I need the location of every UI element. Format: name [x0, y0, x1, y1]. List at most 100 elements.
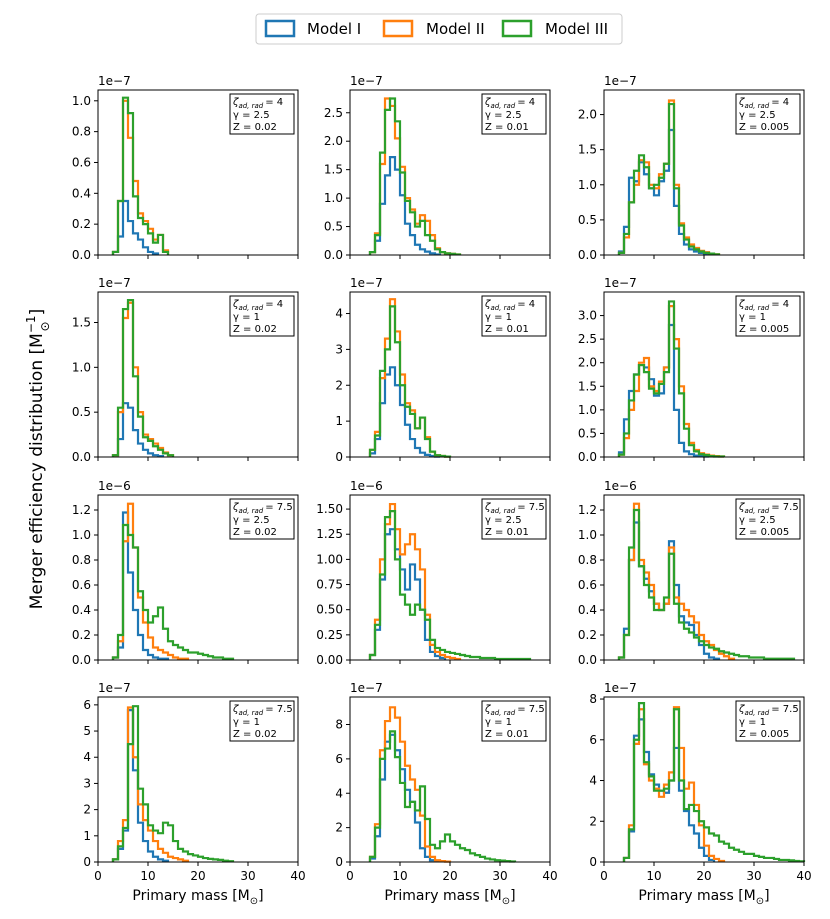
annotation-zeta-value: = 4 — [771, 299, 789, 310]
x-tick-label: 30 — [492, 869, 507, 883]
annotation-zeta-sub: ad, rad — [744, 507, 769, 515]
y-tick-label: 3 — [83, 776, 91, 790]
annotation-zeta-value: = 4 — [265, 97, 283, 108]
x-tick-label: 0 — [600, 869, 608, 883]
series-line-model-3 — [368, 730, 517, 863]
x-tick-label: 20 — [190, 869, 205, 883]
annotation-box: ζad, rad = 4γ = 1Z = 0.02 — [229, 295, 295, 337]
x-tick-label: 10 — [140, 869, 155, 883]
y-axis-label-unit-sup: −1 — [24, 315, 38, 333]
y-tick-label: 6 — [589, 733, 597, 747]
annotation-box: ζad, rad = 7.5γ = 2.5Z = 0.02 — [229, 498, 295, 540]
y-tick-label: 1.5 — [72, 315, 91, 329]
y-tick-label: 0.4 — [72, 186, 91, 200]
axis-multiplier: 1e−7 — [98, 74, 131, 88]
annotation-zeta-sub: ad, rad — [490, 304, 515, 312]
annotation-zeta-symbol: ζ — [738, 97, 745, 108]
annotation-metallicity: Z = 0.005 — [739, 324, 789, 335]
annotation-frame — [481, 700, 547, 742]
y-tick-label: 0 — [83, 855, 91, 869]
y-tick-label: 1.00 — [316, 552, 343, 566]
legend-label-model-3: Model III — [545, 20, 608, 38]
annotation-box: ζad, rad = 7.5γ = 1Z = 0.005 — [735, 700, 801, 742]
x-tick-label: 10 — [392, 869, 407, 883]
axis-multiplier: 1e−7 — [98, 276, 131, 290]
y-tick-label: 0 — [589, 855, 597, 869]
annotation-gamma: γ = 1 — [233, 717, 260, 728]
x-tick-label: 20 — [442, 869, 457, 883]
x-tick-label: 0 — [94, 869, 102, 883]
x-tick-label: 40 — [290, 869, 305, 883]
annotation-zeta-sub: ad, rad — [238, 507, 263, 515]
annotation-zeta: ζad, rad = 4 — [484, 299, 535, 312]
legend-label-model-1: Model I — [307, 20, 361, 38]
annotation-metallicity: Z = 0.02 — [233, 324, 277, 335]
x-axis-label-main: Primary mass [M — [132, 888, 249, 904]
legend-entry-model-3: Model III — [501, 19, 608, 38]
series-line-model-3 — [368, 97, 462, 256]
annotation-zeta-symbol: ζ — [232, 97, 239, 108]
annotation-zeta-sub: ad, rad — [744, 102, 769, 110]
x-axis-label-sub: ⊙ — [756, 896, 764, 907]
annotation-metallicity: Z = 0.005 — [739, 527, 789, 538]
legend-entry-model-2: Model II — [382, 19, 485, 38]
annotation-box: ζad, rad = 4γ = 2.5Z = 0.02 — [229, 93, 295, 135]
y-tick-label: 1.2 — [578, 503, 597, 517]
annotation-zeta: ζad, rad = 7.5 — [232, 704, 293, 717]
y-tick-label: 0.00 — [316, 653, 343, 667]
y-tick-label: 6 — [83, 698, 91, 712]
y-tick-label: 8 — [335, 718, 343, 732]
axis-multiplier: 1e−6 — [98, 479, 131, 493]
y-tick-label: 1.5 — [578, 379, 597, 393]
y-tick-label: 0.2 — [72, 217, 91, 231]
annotation-metallicity: Z = 0.02 — [233, 729, 277, 740]
series-line-model-3 — [111, 96, 170, 255]
annotation-frame — [229, 700, 295, 742]
annotation-gamma: γ = 2.5 — [233, 515, 270, 526]
series-line-model-3 — [617, 300, 726, 458]
y-tick-label: 0.2 — [578, 628, 597, 642]
y-axis-label: Merger efficiency distribution [M−1⊙] — [24, 309, 52, 609]
annotation-box: ζad, rad = 7.5γ = 1Z = 0.02 — [229, 700, 295, 742]
y-tick-label: 5 — [83, 724, 91, 738]
y-tick-label: 0.8 — [578, 553, 597, 567]
y-tick-label: 0.0 — [578, 450, 597, 464]
y-tick-label: 0.4 — [72, 603, 91, 617]
x-tick-label: 40 — [542, 869, 557, 883]
y-tick-label: 2.5 — [578, 332, 597, 346]
y-tick-label: 0.8 — [72, 125, 91, 139]
y-tick-label: 2 — [335, 378, 343, 392]
annotation-zeta: ζad, rad = 4 — [484, 97, 535, 110]
annotation-metallicity: Z = 0.01 — [485, 729, 529, 740]
x-tick-label: 30 — [240, 869, 255, 883]
y-tick-label: 0.2 — [72, 628, 91, 642]
series-line-model-3 — [368, 305, 452, 458]
annotation-metallicity: Z = 0.005 — [739, 729, 789, 740]
x-axis-label-main: Primary mass [M — [384, 888, 501, 904]
axis-multiplier: 1e−7 — [98, 681, 131, 695]
y-tick-label: 0 — [335, 855, 343, 869]
series-line-model-2 — [368, 706, 452, 863]
series-line-model-2 — [111, 99, 170, 255]
y-axis-label-unit-sub: ⊙ — [38, 321, 52, 331]
annotation-metallicity: Z = 0.01 — [485, 324, 529, 335]
annotation-gamma: γ = 1 — [485, 717, 512, 728]
series-line-model-2 — [111, 706, 190, 862]
annotation-zeta-sub: ad, rad — [238, 102, 263, 110]
y-tick-label: 0.0 — [578, 653, 597, 667]
annotation-gamma: γ = 2.5 — [485, 110, 522, 121]
annotation-zeta: ζad, rad = 4 — [232, 97, 283, 110]
y-axis-label-main: Merger efficiency distribution [M — [27, 333, 47, 609]
annotation-zeta-symbol: ζ — [232, 502, 239, 513]
y-tick-label: 1 — [335, 414, 343, 428]
annotation-gamma: γ = 1 — [485, 312, 512, 323]
y-tick-label: 0.5 — [324, 220, 343, 234]
y-tick-label: 2.0 — [578, 108, 597, 122]
axis-multiplier: 1e−7 — [604, 74, 637, 88]
annotation-zeta: ζad, rad = 7.5 — [738, 502, 799, 515]
axis-multiplier: 1e−7 — [604, 276, 637, 290]
